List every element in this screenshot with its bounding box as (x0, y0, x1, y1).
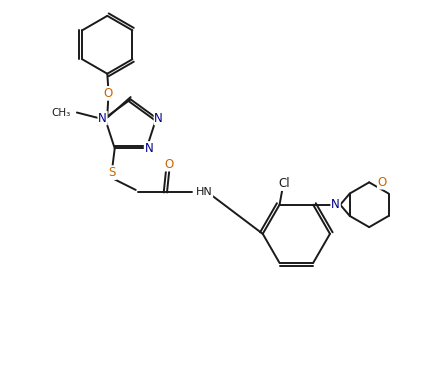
Text: O: O (103, 87, 113, 100)
Text: S: S (109, 166, 116, 179)
Text: CH₃: CH₃ (51, 108, 70, 117)
Text: N: N (145, 142, 153, 155)
Text: HN: HN (196, 187, 213, 197)
Text: O: O (378, 176, 387, 189)
Text: O: O (165, 158, 174, 171)
Text: N: N (155, 111, 163, 125)
Text: Cl: Cl (278, 177, 290, 190)
Text: N: N (331, 198, 340, 211)
Text: N: N (98, 111, 107, 125)
